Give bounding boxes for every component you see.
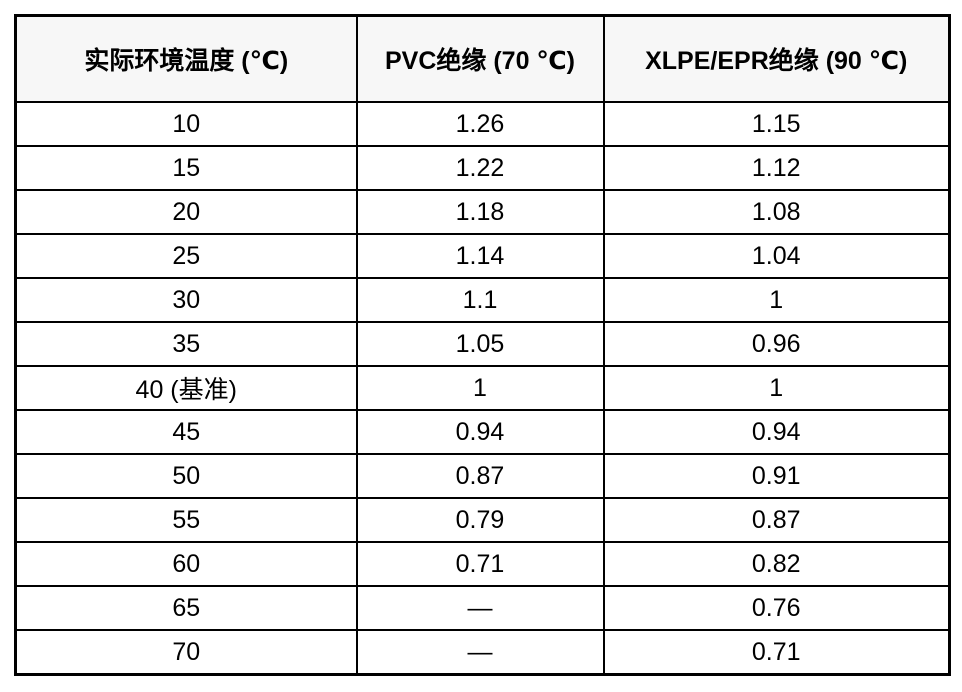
table-cell: 55 — [14, 497, 358, 543]
table-cell: 1.04 — [602, 233, 951, 279]
table-row: 55 0.79 0.87 — [14, 497, 951, 543]
table-row: 60 0.71 0.82 — [14, 541, 951, 587]
table-cell: 0.94 — [355, 409, 605, 455]
table-cell: 1 — [602, 277, 951, 323]
table-cell: 35 — [14, 321, 358, 367]
table-cell: 0.82 — [602, 541, 951, 587]
table-cell: 1.1 — [355, 277, 605, 323]
table-cell: — — [355, 629, 605, 676]
table-cell: 1 — [602, 365, 951, 411]
table-cell: 0.91 — [602, 453, 951, 499]
column-header-xlpe-epr-insulation: XLPE/EPR绝缘 (90 ℃) — [602, 14, 951, 103]
temperature-correction-table: 实际环境温度 (℃) PVC绝缘 (70 ℃) XLPE/EPR绝缘 (90 ℃… — [14, 14, 951, 676]
table-cell: 65 — [14, 585, 358, 631]
table-row: 20 1.18 1.08 — [14, 189, 951, 235]
table-cell: 60 — [14, 541, 358, 587]
table-row: 40 (基准) 1 1 — [14, 365, 951, 411]
table-cell: 1.05 — [355, 321, 605, 367]
table-cell: 50 — [14, 453, 358, 499]
table-cell: 25 — [14, 233, 358, 279]
table-row: 65—0.76 — [14, 585, 951, 631]
table-cell: 0.94 — [602, 409, 951, 455]
table-cell: 70 — [14, 629, 358, 676]
temperature-correction-table-container: 实际环境温度 (℃) PVC绝缘 (70 ℃) XLPE/EPR绝缘 (90 ℃… — [14, 14, 951, 676]
table-body: 10 1.26 1.15 15 1.22 1.12 20 1.18 1.08 25 1.14 1.04… — [14, 101, 951, 676]
table-cell: 15 — [14, 145, 358, 191]
table-cell: 20 — [14, 189, 358, 235]
table-cell: 30 — [14, 277, 358, 323]
table-cell: — — [355, 585, 605, 631]
table-row: 25 1.14 1.04 — [14, 233, 951, 279]
table-row: 70—0.71 — [14, 629, 951, 676]
table-cell: 0.79 — [355, 497, 605, 543]
table-row: 15 1.22 1.12 — [14, 145, 951, 191]
table-cell: 1.12 — [602, 145, 951, 191]
table-cell: 1.15 — [602, 101, 951, 147]
table-cell: 0.87 — [355, 453, 605, 499]
column-header-ambient-temperature: 实际环境温度 (℃) — [14, 14, 358, 103]
table-cell: 0.96 — [602, 321, 951, 367]
table-cell: 1.14 — [355, 233, 605, 279]
table-cell: 45 — [14, 409, 358, 455]
table-cell: 0.71 — [602, 629, 951, 676]
table-cell: 0.87 — [602, 497, 951, 543]
header-row: 实际环境温度 (℃) PVC绝缘 (70 ℃) XLPE/EPR绝缘 (90 ℃… — [14, 14, 951, 103]
table-cell: 0.76 — [602, 585, 951, 631]
table-cell: 10 — [14, 101, 358, 147]
table-row: 35 1.05 0.96 — [14, 321, 951, 367]
table-cell: 1.08 — [602, 189, 951, 235]
table-cell: 1.22 — [355, 145, 605, 191]
column-header-pvc-insulation: PVC绝缘 (70 ℃) — [355, 14, 605, 103]
table-cell: 1.26 — [355, 101, 605, 147]
table-cell: 1 — [355, 365, 605, 411]
table-cell: 0.71 — [355, 541, 605, 587]
table-row: 45 0.94 0.94 — [14, 409, 951, 455]
table-row: 50 0.87 0.91 — [14, 453, 951, 499]
table-row: 30 1.1 1 — [14, 277, 951, 323]
table-cell: 1.18 — [355, 189, 605, 235]
table-row: 10 1.26 1.15 — [14, 101, 951, 147]
table-cell: 40 (基准) — [14, 365, 358, 411]
